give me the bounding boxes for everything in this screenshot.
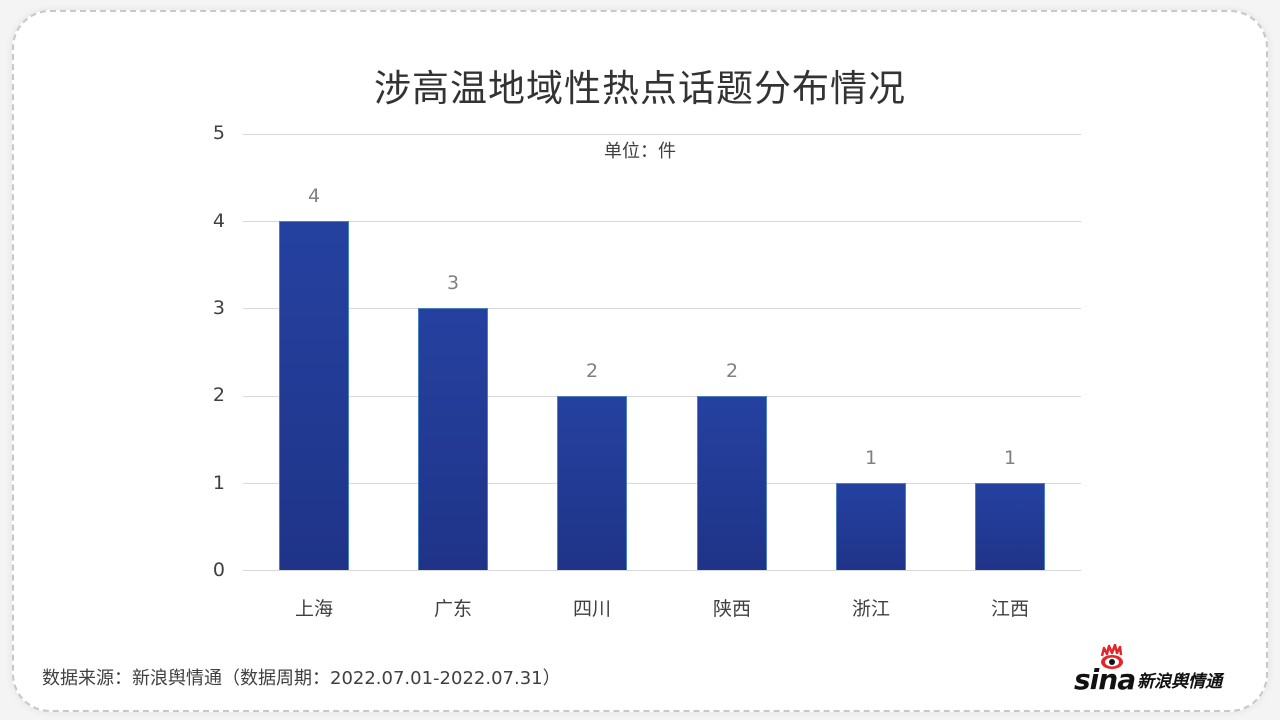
- chart-title: 涉高温地域性热点话题分布情况: [374, 67, 906, 110]
- y-tick-2: 2: [212, 384, 225, 406]
- x-label-guangdong: 广东: [433, 598, 472, 620]
- x-label-jiangxi: 江西: [990, 598, 1029, 620]
- y-tick-5: 5: [212, 122, 225, 144]
- x-label-shaanxi: 陕西: [712, 598, 751, 620]
- gridline-1: [243, 483, 1081, 484]
- bar-shanghai[interactable]: [279, 221, 349, 570]
- unit-label: 单位：件: [604, 141, 676, 162]
- y-tick-0: 0: [212, 559, 225, 581]
- bar-value-label: 1: [1003, 447, 1017, 469]
- chart-card: [12, 10, 1268, 712]
- bar-sichuan[interactable]: [557, 396, 627, 570]
- bar-value-label: 2: [585, 360, 599, 382]
- bar-value-label: 3: [446, 272, 460, 294]
- bar-value-label: 4: [307, 185, 321, 207]
- gridline-4: [243, 221, 1081, 222]
- plot-area: 4 3 2 2 1 1: [243, 134, 1081, 571]
- y-tick-4: 4: [212, 210, 225, 232]
- bar-value-label: 2: [725, 360, 739, 382]
- bar-jiangxi[interactable]: [975, 483, 1045, 570]
- bar-zhejiang[interactable]: [836, 483, 906, 570]
- sina-eye-icon: [1100, 644, 1123, 669]
- sina-yuqingtong-logo: sina 新浪舆情通: [1074, 644, 1244, 696]
- sina-wordmark: sina: [1074, 663, 1136, 696]
- bar-shaanxi[interactable]: [697, 396, 767, 570]
- x-label-sichuan: 四川: [572, 598, 611, 620]
- data-source-note: 数据来源：新浪舆情通（数据周期：2022.07.01-2022.07.31）: [42, 668, 561, 689]
- y-tick-3: 3: [212, 297, 225, 319]
- gridline-0: [243, 570, 1081, 571]
- bar-guangdong[interactable]: [418, 308, 488, 570]
- x-label-zhejiang: 浙江: [851, 598, 890, 620]
- gridline-3: [243, 308, 1081, 309]
- gridline-5: [243, 134, 1081, 135]
- y-tick-1: 1: [212, 472, 225, 494]
- gridline-2: [243, 396, 1081, 397]
- logo-cn-text: 新浪舆情通: [1137, 672, 1223, 692]
- x-label-shanghai: 上海: [294, 598, 333, 620]
- bar-value-label: 1: [864, 447, 878, 469]
